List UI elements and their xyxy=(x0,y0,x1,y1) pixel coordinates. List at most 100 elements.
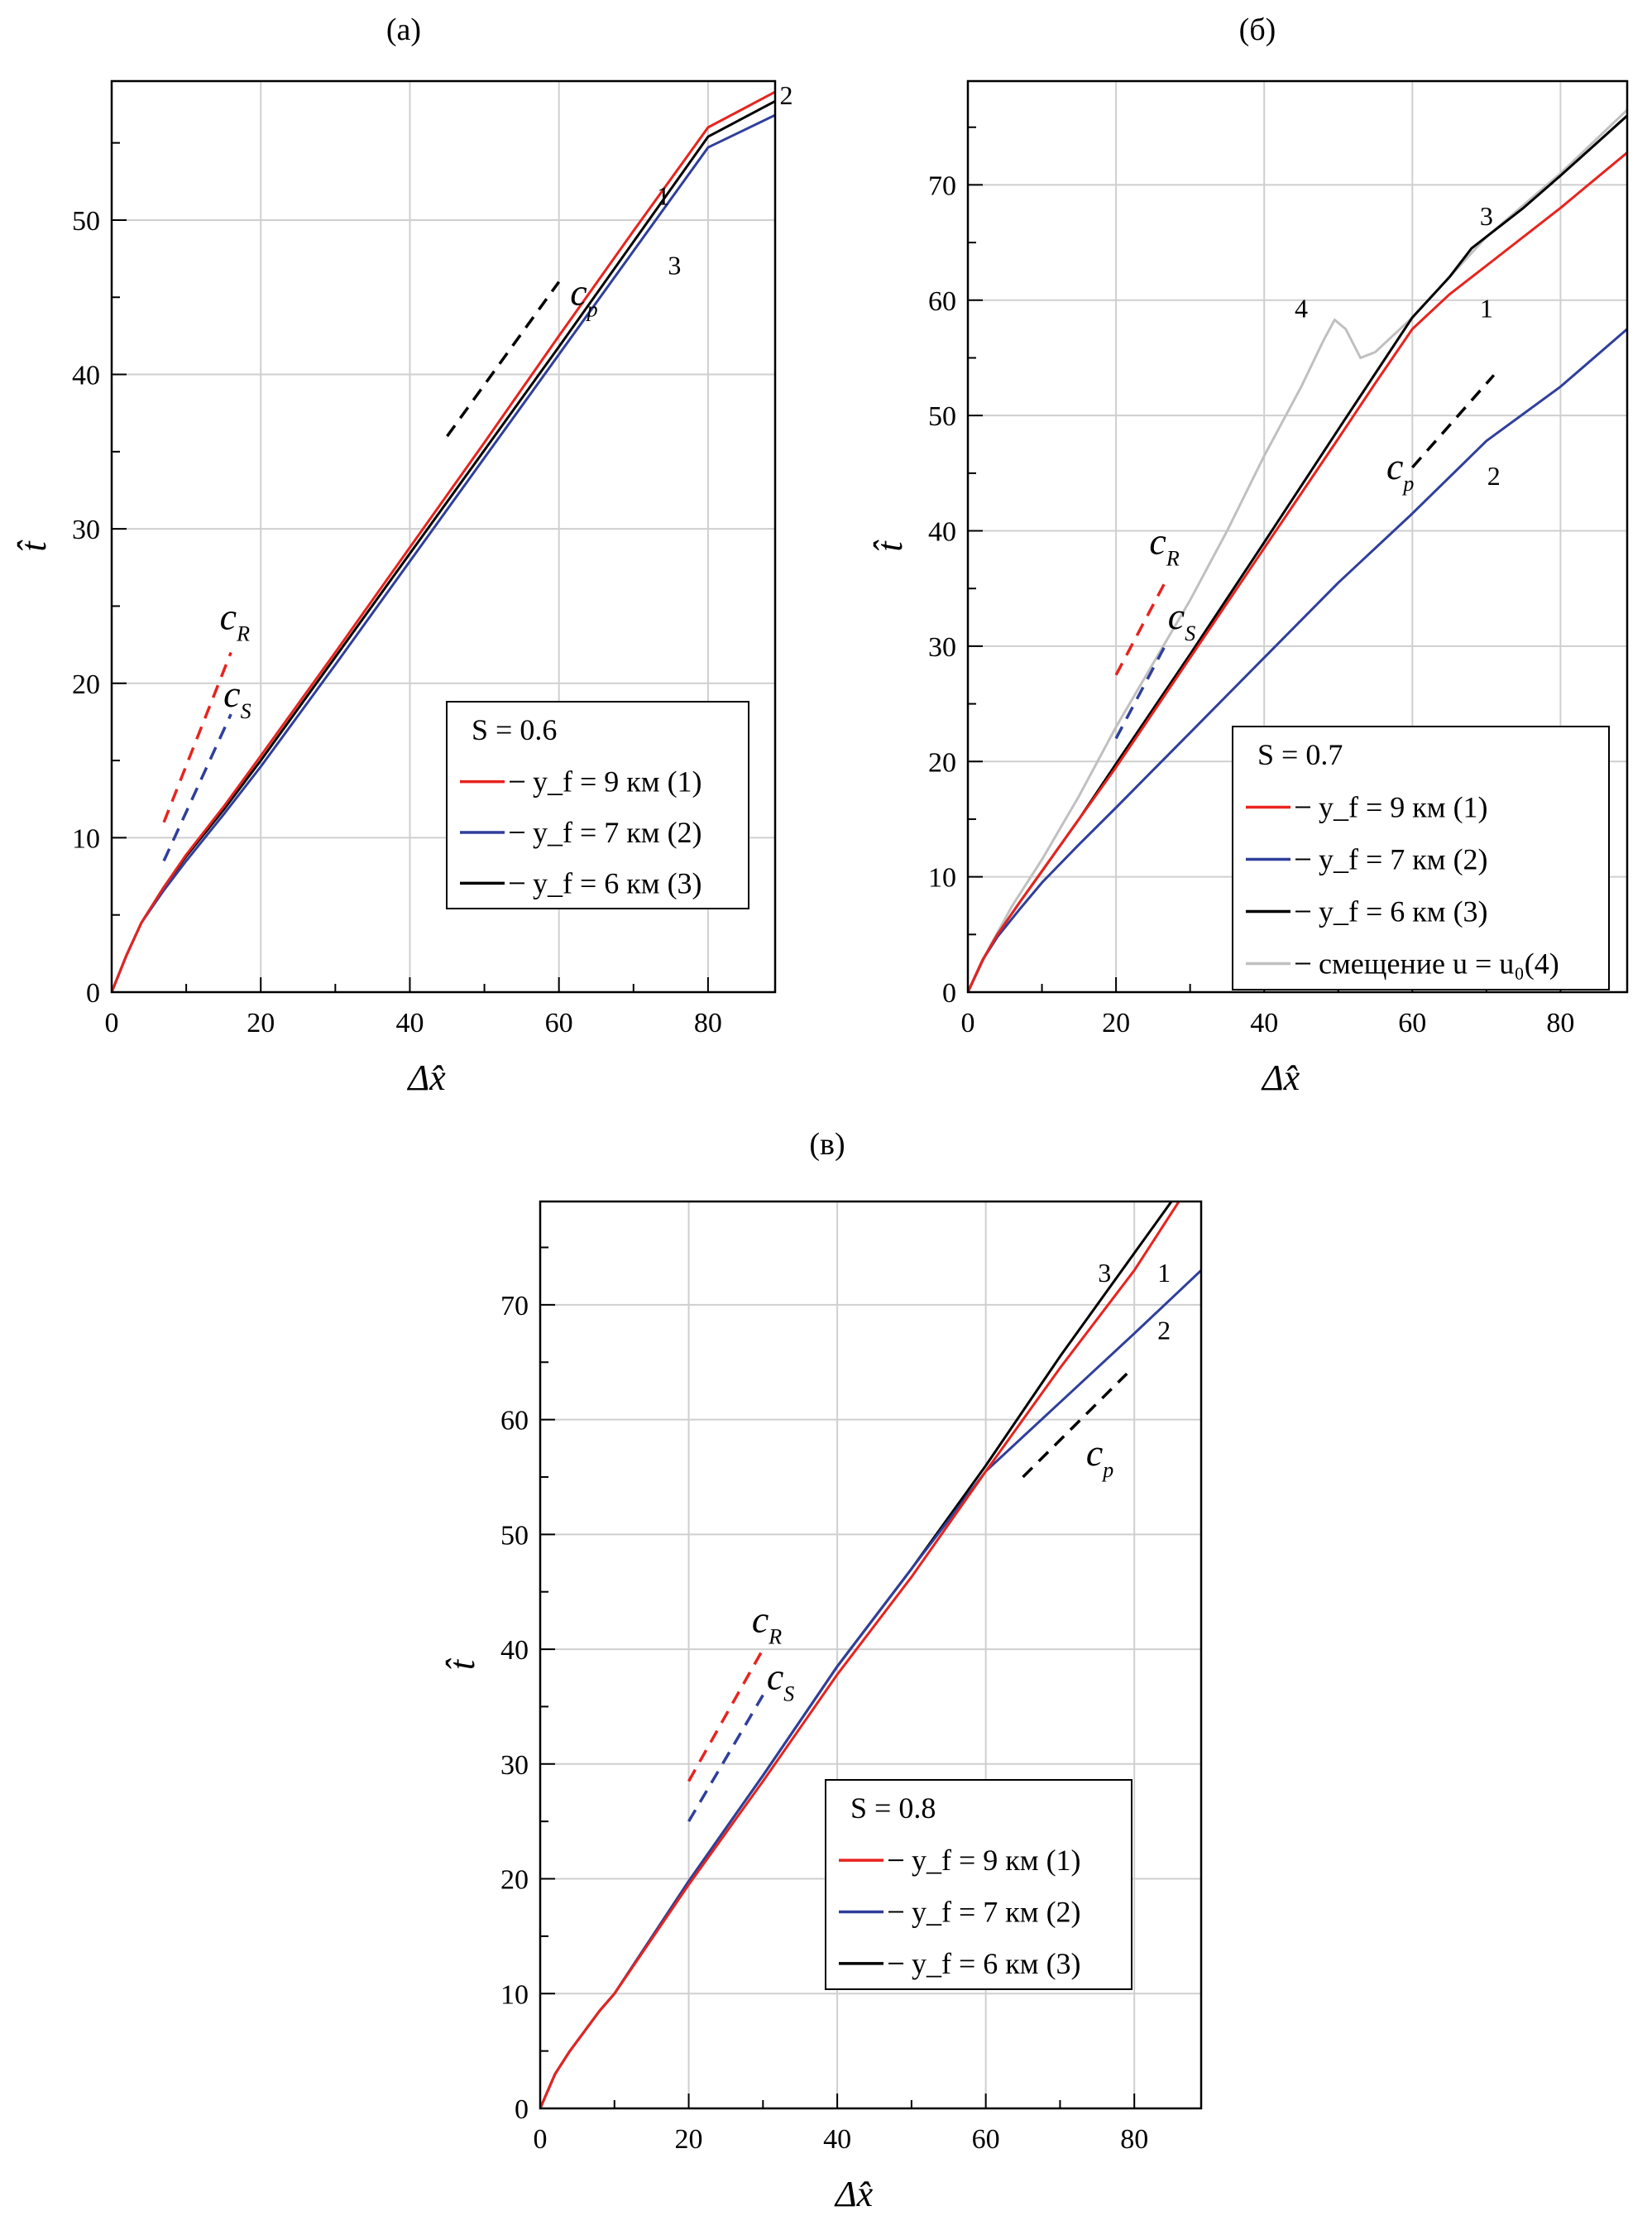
series-line-1 xyxy=(540,1201,1180,2108)
x-tick-label: 20 xyxy=(1102,1008,1130,1038)
series-line-1 xyxy=(112,90,775,992)
curve-label-1: 1 xyxy=(1157,1258,1171,1288)
panel-label: (а) xyxy=(386,12,421,47)
curve-label-2: 2 xyxy=(1487,461,1501,491)
x-tick-label: 80 xyxy=(1120,2124,1148,2155)
velocity-subscript: S xyxy=(783,1682,794,1706)
x-tick-label: 0 xyxy=(534,2124,548,2155)
velocity-label-cS: cS xyxy=(1168,595,1195,645)
velocity-symbol: c xyxy=(220,595,237,637)
legend-entry-3: y_f = 6 км (3) xyxy=(1319,895,1488,928)
series-group xyxy=(540,1201,1201,2108)
series-line-2 xyxy=(968,328,1627,992)
y-tick-label: 0 xyxy=(942,978,956,1009)
velocity-subscript: p xyxy=(586,298,598,322)
series-group xyxy=(968,108,1627,992)
x-tick-label: 60 xyxy=(545,1008,573,1038)
x-tick-label: 40 xyxy=(1250,1008,1278,1038)
plot-frame xyxy=(110,79,777,994)
y-axis-label: t̂ xyxy=(13,540,54,552)
legend-entry-2: y_f = 7 км (2) xyxy=(912,1896,1081,1929)
x-tick-label: 40 xyxy=(823,2124,851,2155)
x-axis-label: Δx̂ xyxy=(406,1058,446,1098)
curve-label-2: 2 xyxy=(780,80,793,110)
velocity-symbol: c xyxy=(570,271,587,314)
y-tick-label: 60 xyxy=(928,286,956,317)
y-tick-label: 10 xyxy=(72,823,100,854)
curve-label-3: 3 xyxy=(1098,1258,1111,1288)
velocity-label-cS: cS xyxy=(767,1656,794,1706)
velocity-line-cR xyxy=(687,1648,764,1782)
y-axis-label: t̂ xyxy=(869,540,910,552)
velocity-subscript: R xyxy=(768,1624,782,1648)
legend-entry-2: y_f = 7 км (2) xyxy=(1319,843,1488,876)
plot-frame xyxy=(539,1200,1203,2110)
velocity-line-cS xyxy=(687,1694,764,1823)
velocity-subscript: R xyxy=(1166,546,1180,570)
x-tick-label: 0 xyxy=(961,1008,975,1038)
velocity-line-cR xyxy=(162,651,232,823)
curve-label-4: 4 xyxy=(1295,294,1308,324)
y-tick-label: 50 xyxy=(928,401,956,432)
velocity-label-cR: cR xyxy=(1149,520,1179,570)
velocity-label-cp: cp xyxy=(570,271,597,322)
y-tick-label: 30 xyxy=(928,632,956,663)
velocity-subscript: R xyxy=(236,621,250,645)
velocity-label-cp: cp xyxy=(1086,1432,1113,1482)
legend-entry-1: y_f = 9 км (1) xyxy=(912,1844,1081,1877)
y-tick-label: 40 xyxy=(500,1635,529,1666)
ticks xyxy=(539,1246,1136,2109)
y-tick-label: 30 xyxy=(72,515,100,545)
y-tick-label: 20 xyxy=(928,747,956,778)
y-tick-label: 0 xyxy=(515,2094,529,2125)
legend: S = 0.6 y_f = 9 км (1) y_f = 7 км (2) y_f =… xyxy=(446,701,749,909)
velocity-symbol: c xyxy=(223,673,240,715)
legend: S = 0.7 y_f = 9 км (1) y_f = 7 км (2) y_f =… xyxy=(1232,726,1610,990)
y-tick-label: 60 xyxy=(500,1406,529,1436)
y-tick-label: 20 xyxy=(72,669,100,700)
velocity-line-cp xyxy=(1022,1372,1128,1479)
y-tick-label: 20 xyxy=(500,1865,529,1896)
x-tick-label: 0 xyxy=(105,1008,119,1038)
series-line-1 xyxy=(968,151,1627,992)
legend-entry-1: y_f = 9 км (1) xyxy=(533,765,702,799)
legend-title: S = 0.6 xyxy=(472,713,557,746)
legend: S = 0.8 y_f = 9 км (1) y_f = 7 км (2) y_f =… xyxy=(825,1779,1132,1990)
velocity-subscript: S xyxy=(241,699,251,723)
velocity-line-cp xyxy=(1410,374,1496,469)
velocity-subscript: p xyxy=(1401,472,1414,496)
x-tick-label: 20 xyxy=(675,2124,703,2155)
x-tick-label: 60 xyxy=(1398,1008,1426,1038)
y-tick-label: 10 xyxy=(928,863,956,894)
y-tick-label: 40 xyxy=(928,517,956,548)
curve-label-1: 1 xyxy=(657,180,670,210)
velocity-line-cp xyxy=(446,281,561,438)
velocity-line-cR xyxy=(1114,576,1170,676)
legend-box xyxy=(825,1779,1132,1990)
velocity-symbol: c xyxy=(767,1656,783,1698)
y-tick-label: 70 xyxy=(500,1291,529,1321)
panel-label: (б) xyxy=(1239,12,1276,47)
legend-title: S = 0.7 xyxy=(1257,738,1343,771)
legend-title: S = 0.8 xyxy=(850,1791,936,1825)
velocity-line-cS xyxy=(1114,640,1170,740)
velocity-symbol: c xyxy=(1086,1432,1103,1474)
x-tick-label: 20 xyxy=(247,1008,275,1038)
x-tick-label: 80 xyxy=(694,1008,722,1038)
series-group xyxy=(112,90,775,992)
legend-entry-3: y_f = 6 км (3) xyxy=(912,1947,1081,1980)
legend-entry-1: y_f = 9 км (1) xyxy=(1319,791,1488,824)
y-axis-label: t̂ xyxy=(442,1657,482,1670)
velocity-subscript: p xyxy=(1101,1458,1113,1482)
x-axis-label: Δx̂ xyxy=(834,2174,874,2214)
curve-label-2: 2 xyxy=(1157,1315,1171,1345)
ticks xyxy=(111,141,709,993)
x-tick-label: 60 xyxy=(972,2124,1000,2155)
x-tick-label: 80 xyxy=(1546,1008,1574,1038)
legend-box xyxy=(446,701,749,909)
curve-label-1: 1 xyxy=(1480,294,1493,324)
velocity-subscript: S xyxy=(1185,621,1195,645)
